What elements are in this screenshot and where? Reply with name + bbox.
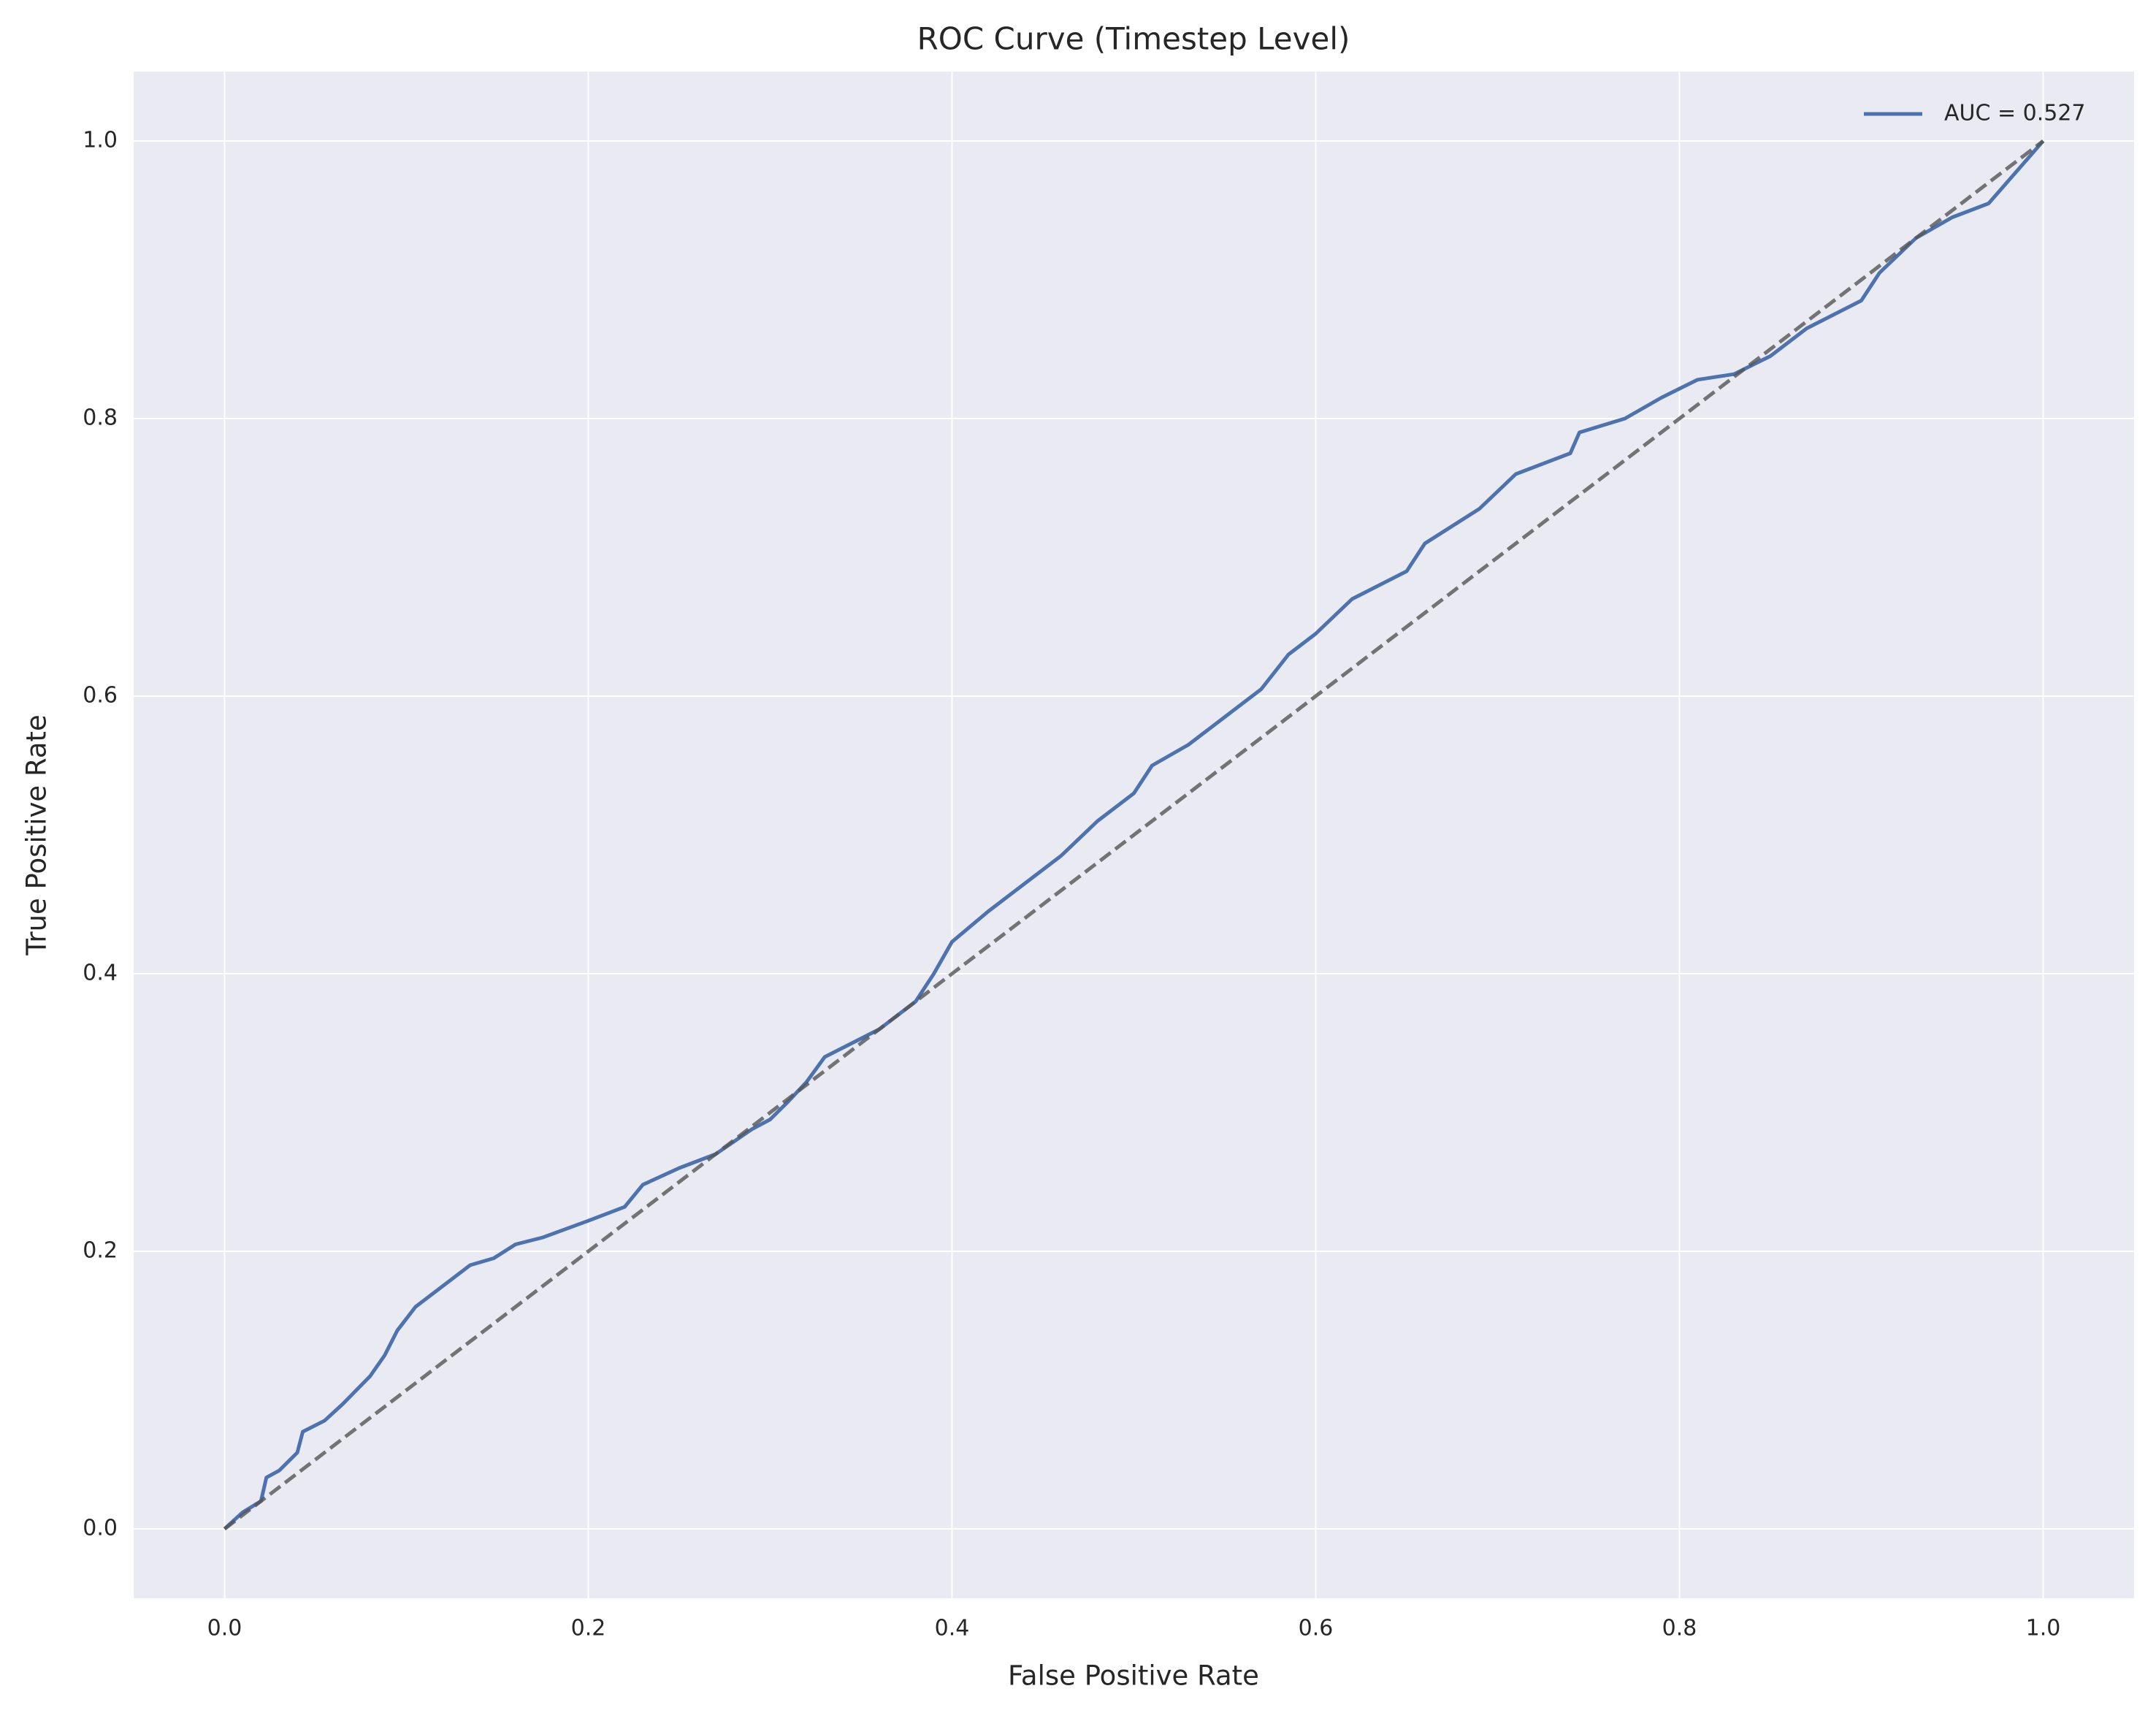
y-tick-label: 0.4 xyxy=(83,961,118,986)
y-tick-label: 0.8 xyxy=(83,405,118,431)
y-axis-label: True Positive Rate xyxy=(21,714,53,956)
x-tick-label: 1.0 xyxy=(2026,1616,2061,1641)
roc-line xyxy=(223,140,2045,1530)
y-tick-label: 0.2 xyxy=(83,1238,118,1264)
y-tick-label: 1.0 xyxy=(83,128,118,153)
legend-label: AUC = 0.527 xyxy=(1944,101,2086,126)
x-tick-label: 0.0 xyxy=(207,1616,242,1641)
x-tick-label: 0.2 xyxy=(571,1616,606,1641)
x-tick-label: 0.4 xyxy=(935,1616,970,1641)
x-tick-label: 0.8 xyxy=(1662,1616,1697,1641)
y-tick-label: 0.0 xyxy=(83,1516,118,1541)
x-tick-label: 0.6 xyxy=(1299,1616,1334,1641)
y-tick-label: 0.6 xyxy=(83,683,118,709)
chart-title: ROC Curve (Timestep Level) xyxy=(917,21,1350,57)
reference-line xyxy=(223,140,2045,1530)
x-axis-label: False Positive Rate xyxy=(1008,1660,1259,1692)
